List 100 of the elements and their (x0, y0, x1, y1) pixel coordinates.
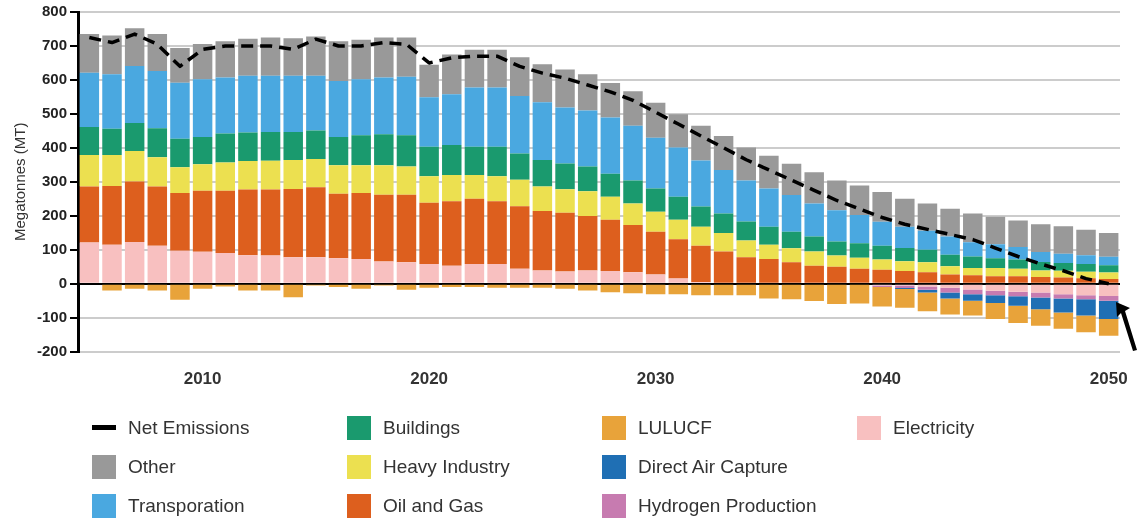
bar (963, 242, 983, 257)
y-tick-label: 300 (41, 171, 68, 189)
bar (600, 173, 621, 197)
bar (804, 203, 824, 237)
bar (600, 196, 621, 220)
bar (600, 284, 621, 293)
bar (396, 135, 417, 167)
bar (1030, 309, 1051, 326)
bar (1098, 256, 1119, 266)
legend-label: Net Emissions (128, 416, 250, 439)
bar (1053, 253, 1074, 263)
bar (691, 206, 711, 227)
bar (283, 188, 303, 258)
bar (872, 221, 892, 246)
bar (1076, 263, 1096, 272)
bar (464, 49, 485, 88)
bar (487, 284, 507, 288)
bar (1053, 298, 1074, 313)
bar (985, 295, 1006, 304)
bar (328, 136, 349, 166)
bar (781, 284, 802, 300)
bar (827, 255, 847, 267)
bar (283, 257, 303, 283)
bar (419, 263, 439, 283)
bar (917, 272, 938, 283)
bar (759, 155, 779, 189)
bar (623, 284, 643, 294)
bar (396, 284, 417, 290)
bar (1008, 220, 1028, 247)
bar (509, 179, 530, 207)
bar (532, 64, 553, 103)
bar (487, 263, 507, 283)
bar (396, 262, 417, 283)
bar (849, 243, 870, 258)
bar (102, 185, 122, 245)
bar (351, 165, 371, 194)
bar (1076, 255, 1096, 264)
bar (374, 261, 394, 283)
bar (1098, 272, 1119, 279)
bar (623, 125, 643, 181)
y-tick-label: 200 (41, 205, 68, 223)
bar (102, 74, 122, 129)
bar (895, 198, 915, 227)
bar (170, 82, 190, 139)
bar (600, 271, 621, 283)
bar (1053, 294, 1074, 299)
bar (328, 41, 349, 81)
bar (487, 49, 507, 88)
bar (124, 181, 145, 242)
bar (532, 102, 553, 161)
bar (215, 162, 235, 191)
bar (713, 213, 734, 234)
bar (804, 172, 824, 204)
bar (487, 176, 507, 202)
bar (759, 258, 779, 283)
bar (759, 284, 779, 299)
bar (781, 231, 802, 249)
bar (238, 161, 258, 190)
bar (872, 287, 892, 307)
bar (713, 135, 734, 170)
bar (1076, 229, 1096, 256)
bar (215, 77, 235, 134)
bar (1053, 284, 1074, 295)
bar (1098, 295, 1119, 301)
bar (1098, 265, 1119, 273)
bar (102, 154, 122, 186)
bar (1008, 259, 1028, 269)
bar (147, 186, 168, 246)
bar (419, 176, 439, 203)
bar (374, 134, 394, 166)
bar (645, 188, 666, 212)
bar (419, 146, 439, 177)
bar (849, 257, 870, 269)
bar (283, 38, 303, 76)
bar (215, 190, 235, 254)
bar (668, 239, 689, 279)
bar (192, 190, 213, 252)
bar (170, 48, 190, 83)
bar (442, 94, 462, 146)
bar (532, 284, 553, 288)
y-tick-label: 600 (41, 70, 68, 88)
bar (1076, 299, 1096, 316)
bar (283, 284, 303, 298)
bar (396, 37, 417, 77)
bar (600, 219, 621, 272)
bar (895, 248, 915, 262)
bar (940, 266, 960, 275)
bar (668, 219, 689, 240)
bar (804, 251, 824, 266)
bar (691, 284, 711, 296)
bar (509, 57, 530, 96)
y-tick-label: -200 (36, 341, 68, 359)
bar (849, 268, 870, 283)
bar (1076, 284, 1096, 296)
bar (1030, 224, 1051, 253)
bar (691, 245, 711, 282)
bar (827, 266, 847, 283)
bar (147, 157, 168, 187)
y-tick-label: 700 (41, 36, 68, 54)
bar (260, 131, 281, 161)
